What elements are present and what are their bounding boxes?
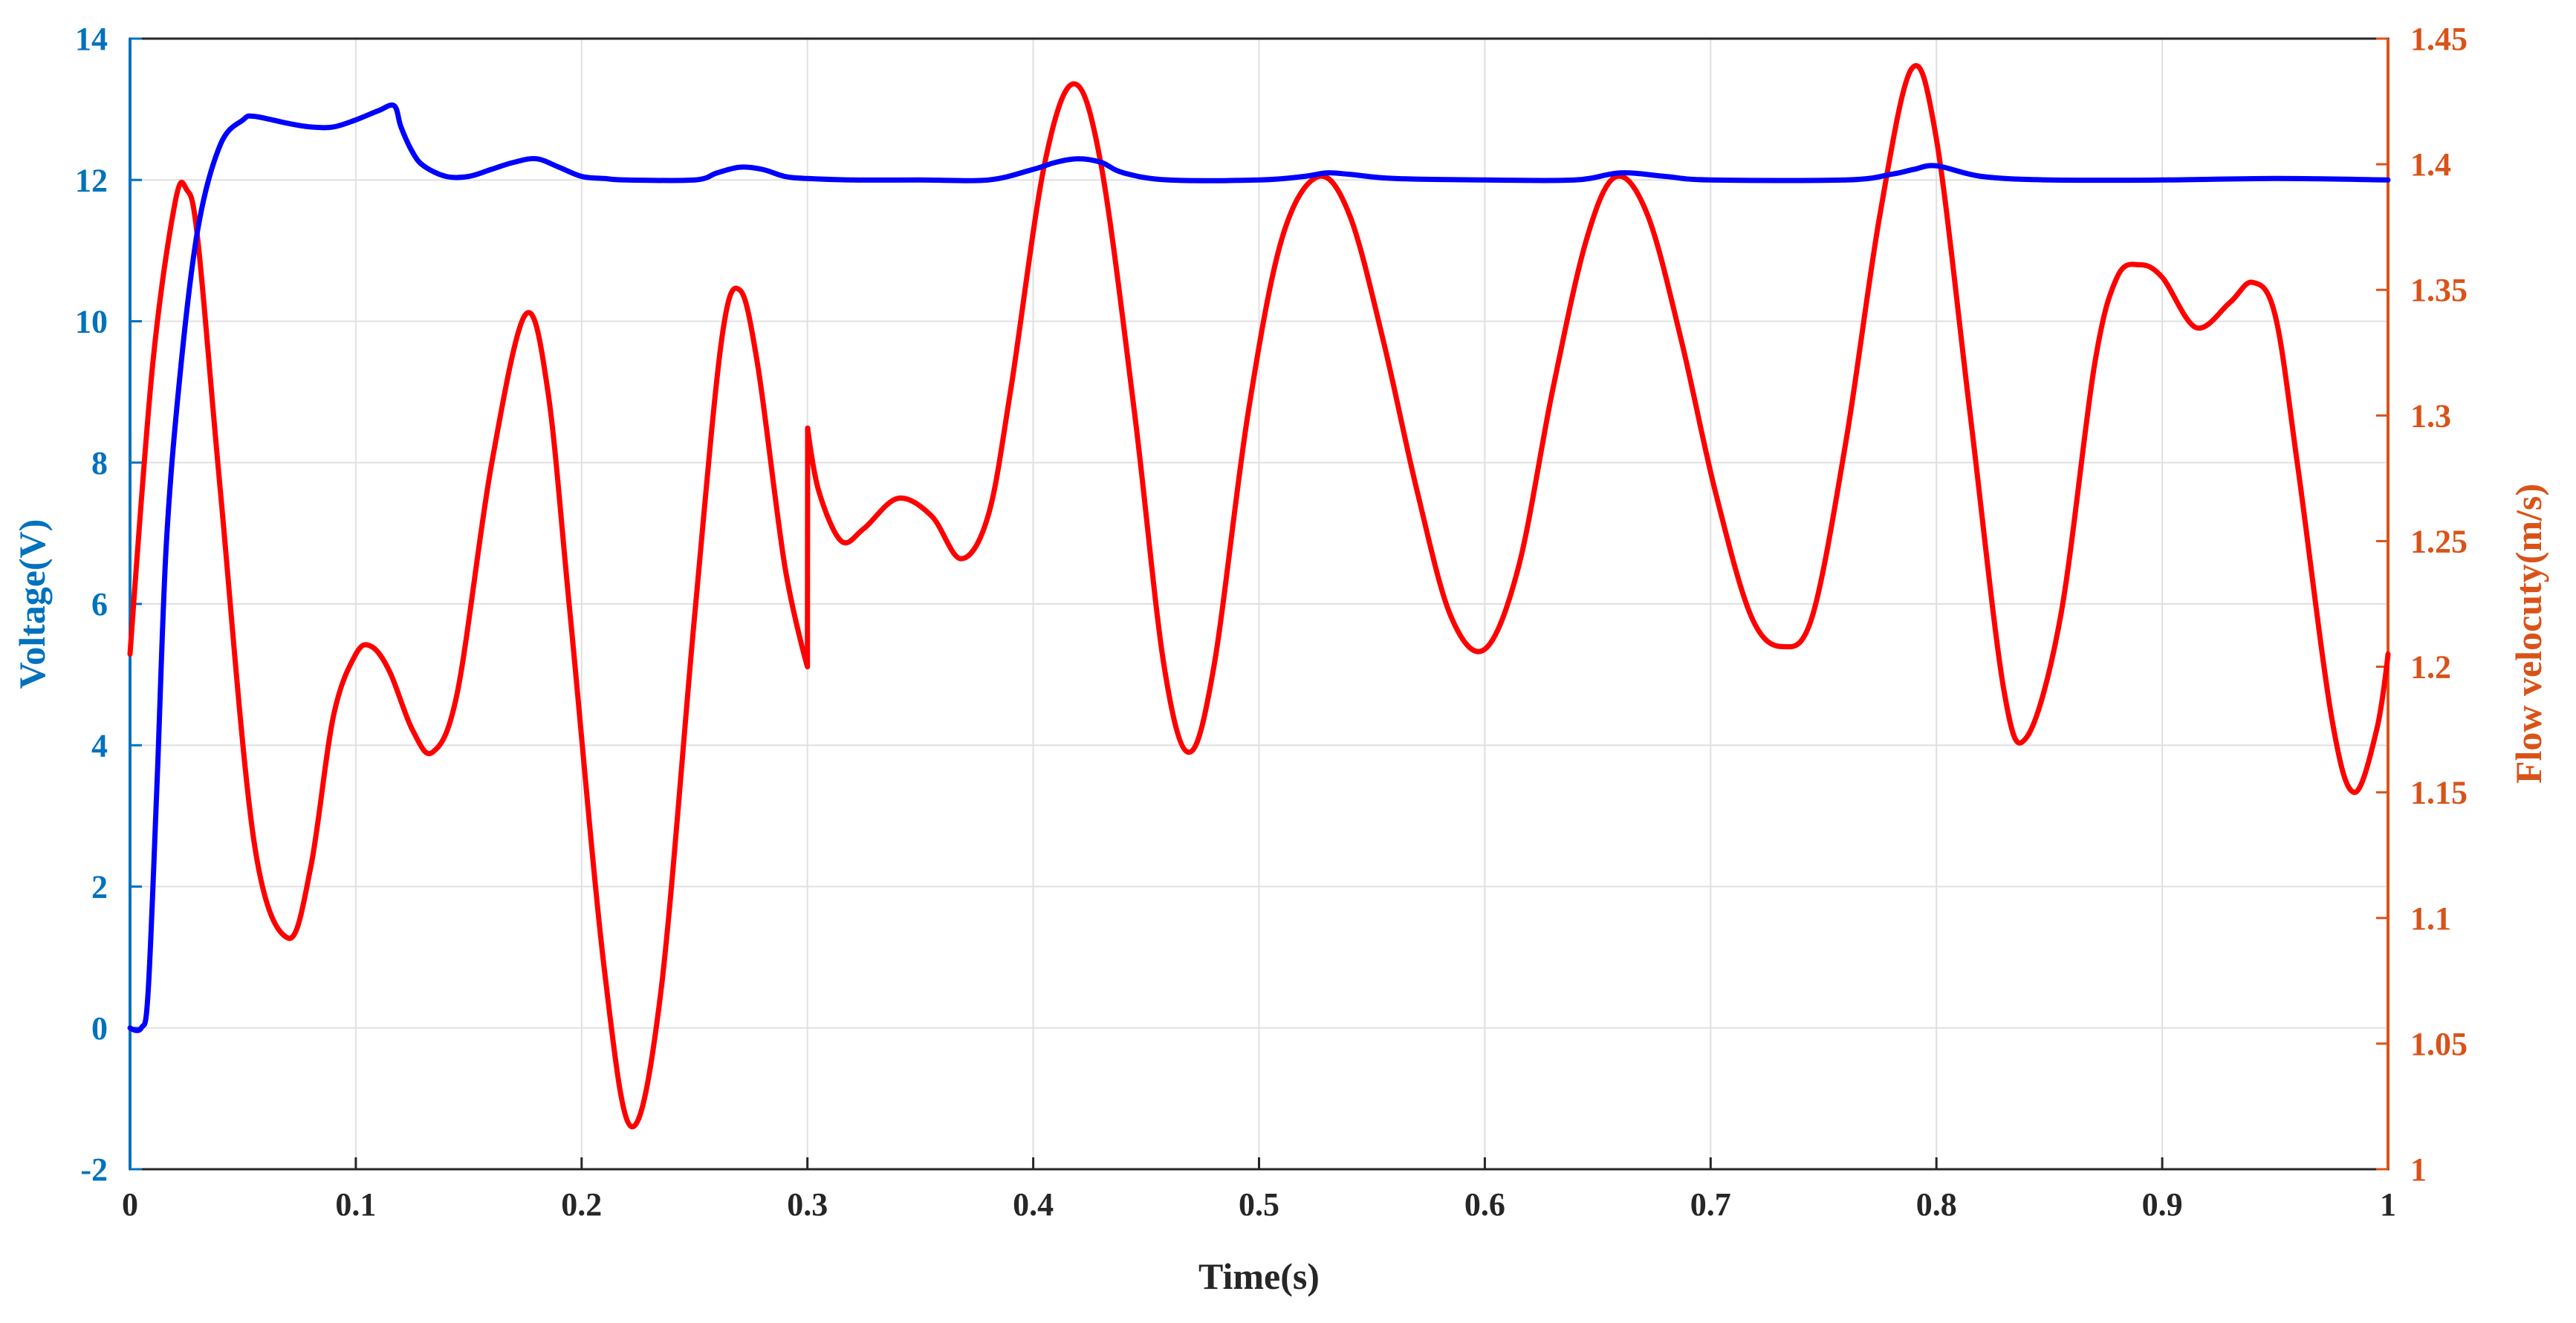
y-right-tick-label: 1.35 xyxy=(2410,272,2468,308)
y-left-tick-label: 2 xyxy=(91,869,108,906)
x-tick-label: 1 xyxy=(2380,1186,2396,1223)
y-left-tick-label: 10 xyxy=(75,304,108,340)
x-tick-label: 0 xyxy=(122,1186,138,1223)
x-tick-label: 0.6 xyxy=(1464,1186,1505,1223)
grid-lines xyxy=(130,39,2388,1169)
y-right-tick-label: 1.45 xyxy=(2410,21,2468,57)
y-left-tick-label: 6 xyxy=(91,586,108,623)
voltage-series-line xyxy=(127,102,2391,1033)
flow-velocity-series-line xyxy=(127,62,2391,1130)
y-axis-left: -2 0 2 4 6 8 10 12 14 xyxy=(75,21,142,1188)
x-tick-label: 0.7 xyxy=(1690,1186,1731,1223)
y-left-tick-label: 14 xyxy=(75,21,108,57)
series-lines xyxy=(127,62,2391,1130)
y-right-tick-label: 1.3 xyxy=(2410,397,2451,434)
y-left-tick-label: 0 xyxy=(91,1010,108,1047)
y-left-tick-label: 12 xyxy=(75,162,108,198)
y-right-tick-label: 1.25 xyxy=(2410,523,2468,559)
x-tick-label: 0.1 xyxy=(335,1186,376,1223)
y-left-tick-label: 4 xyxy=(91,727,108,764)
x-tick-label: 0.3 xyxy=(787,1186,828,1223)
x-axis-title: Time(s) xyxy=(1198,1255,1320,1297)
y-right-tick-label: 1.15 xyxy=(2410,775,2468,811)
x-axis: 0 0.1 0.2 0.3 0.4 0.5 0.6 0.7 0.8 0.9 1 xyxy=(122,1157,2396,1223)
x-tick-label: 0.4 xyxy=(1013,1186,1054,1223)
x-tick-label: 0.2 xyxy=(561,1186,602,1223)
x-tick-label: 0.5 xyxy=(1239,1186,1279,1223)
x-tick-label: 0.8 xyxy=(1916,1186,1957,1223)
y-axis-right: 1 1.05 1.1 1.15 1.2 1.25 1.3 1.35 1.4 1.45 xyxy=(2376,21,2468,1188)
x-tick-label: 0.9 xyxy=(2142,1186,2183,1223)
y-right-tick-label: 1.2 xyxy=(2410,649,2451,686)
y-right-tick-label: 1.05 xyxy=(2410,1026,2468,1062)
y-right-tick-label: 1 xyxy=(2410,1151,2427,1188)
y-left-tick-label: -2 xyxy=(80,1151,108,1188)
y-axis-right-title: Flow velocuty(m/s) xyxy=(2508,484,2549,784)
y-left-tick-label: 8 xyxy=(91,445,108,481)
y-right-tick-label: 1.4 xyxy=(2410,146,2451,183)
y-right-tick-label: 1.1 xyxy=(2410,900,2451,937)
y-axis-left-title: Voltage(V) xyxy=(11,519,53,689)
